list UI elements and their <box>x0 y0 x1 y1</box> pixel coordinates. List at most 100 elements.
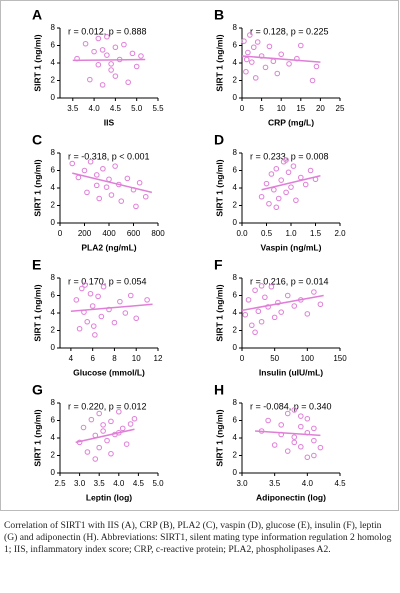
stat-label: r = 0.012, p = 0.888 <box>68 26 147 36</box>
panel-letter: H <box>214 382 224 398</box>
point <box>117 298 123 305</box>
point <box>108 418 114 425</box>
point <box>291 303 298 309</box>
point <box>313 63 320 70</box>
x-tick-label: 5 <box>259 104 264 113</box>
x-tick-label: 3.0 <box>74 479 86 488</box>
point <box>275 299 281 306</box>
point <box>133 315 140 322</box>
point <box>108 192 115 198</box>
y-tick-label: 8 <box>233 398 238 407</box>
point <box>87 76 93 83</box>
point <box>90 323 97 329</box>
y-tick-label: 8 <box>233 148 238 157</box>
x-tick-label: 0.0 <box>236 229 248 238</box>
point <box>247 32 253 38</box>
x-tick-label: 150 <box>333 354 347 363</box>
x-tick-label: 600 <box>127 229 141 238</box>
trend-line <box>241 55 321 63</box>
point <box>142 193 149 200</box>
point <box>302 181 309 188</box>
point <box>138 53 144 59</box>
point <box>80 424 87 431</box>
point <box>81 167 88 174</box>
point <box>255 308 262 315</box>
point <box>274 70 281 77</box>
panel: Cr = -0.318, p < 0.001 SIRT 1 (ng/ml) PLA2… <box>32 132 165 253</box>
point <box>265 417 271 424</box>
y-tick-label: 0 <box>51 93 56 102</box>
point <box>265 304 271 310</box>
point <box>108 67 114 73</box>
x-tick-label: 400 <box>102 229 116 238</box>
x-axis-label: CRP (mg/L) <box>268 117 314 127</box>
y-tick-label: 2 <box>51 201 56 210</box>
point <box>252 75 259 81</box>
trend-line <box>261 175 321 191</box>
point <box>78 285 85 292</box>
point <box>270 58 277 65</box>
point <box>241 38 247 44</box>
x-tick-label: 12 <box>154 354 163 363</box>
y-tick-label: 0 <box>233 218 238 227</box>
x-axis-label: Leptin (log) <box>86 492 132 502</box>
point <box>311 437 317 444</box>
point <box>258 283 265 289</box>
y-tick-label: 8 <box>51 148 56 157</box>
point <box>307 167 314 174</box>
point <box>84 318 91 325</box>
point <box>99 82 106 88</box>
point <box>245 49 251 56</box>
x-tick-label: 20 <box>316 104 325 113</box>
x-tick-label: 4.0 <box>89 104 101 113</box>
point <box>127 292 134 299</box>
x-axis-label: Adiponectin (log) <box>256 492 326 502</box>
point <box>298 443 304 450</box>
y-axis-label: SIRT 1 (ng/ml) <box>32 159 42 216</box>
point <box>136 179 143 186</box>
point <box>116 408 122 415</box>
y-tick-label: 4 <box>233 58 238 67</box>
point <box>95 293 101 300</box>
panel-letter: D <box>214 132 224 148</box>
point <box>242 311 249 318</box>
point <box>317 444 324 451</box>
x-axis-label: Insulin (uIU/mL) <box>259 367 323 377</box>
point <box>100 165 106 172</box>
y-axis-label: SIRT 1 (ng/ml) <box>214 284 224 341</box>
y-tick-label: 4 <box>51 183 56 192</box>
point <box>92 332 98 338</box>
x-tick-label: 15 <box>296 104 305 113</box>
point <box>273 204 280 211</box>
trend-line <box>75 428 135 444</box>
point <box>121 41 127 48</box>
x-tick-label: 200 <box>78 229 92 238</box>
y-tick-label: 6 <box>233 416 238 425</box>
x-tick-label: 0 <box>240 354 245 363</box>
point <box>278 422 285 428</box>
point <box>249 59 255 65</box>
point <box>106 306 112 313</box>
point <box>119 425 126 432</box>
point <box>100 428 106 434</box>
point <box>304 454 311 461</box>
y-tick-label: 4 <box>51 433 56 442</box>
point <box>258 53 265 59</box>
point <box>93 172 100 178</box>
y-axis-label: SIRT 1 (ng/ml) <box>214 159 224 216</box>
point <box>111 319 118 326</box>
point <box>252 329 258 336</box>
x-axis-label: Vaspin (ng/mL) <box>261 242 322 252</box>
point <box>95 61 102 68</box>
point <box>95 35 102 42</box>
y-tick-label: 8 <box>233 23 238 32</box>
x-tick-label: 50 <box>270 354 279 363</box>
point <box>133 203 139 210</box>
point <box>268 171 275 177</box>
point <box>298 423 304 430</box>
y-tick-label: 4 <box>51 58 56 67</box>
point <box>271 186 277 193</box>
x-tick-label: 0.5 <box>261 229 273 238</box>
stat-label: r = 0.220, p = 0.012 <box>68 401 147 411</box>
